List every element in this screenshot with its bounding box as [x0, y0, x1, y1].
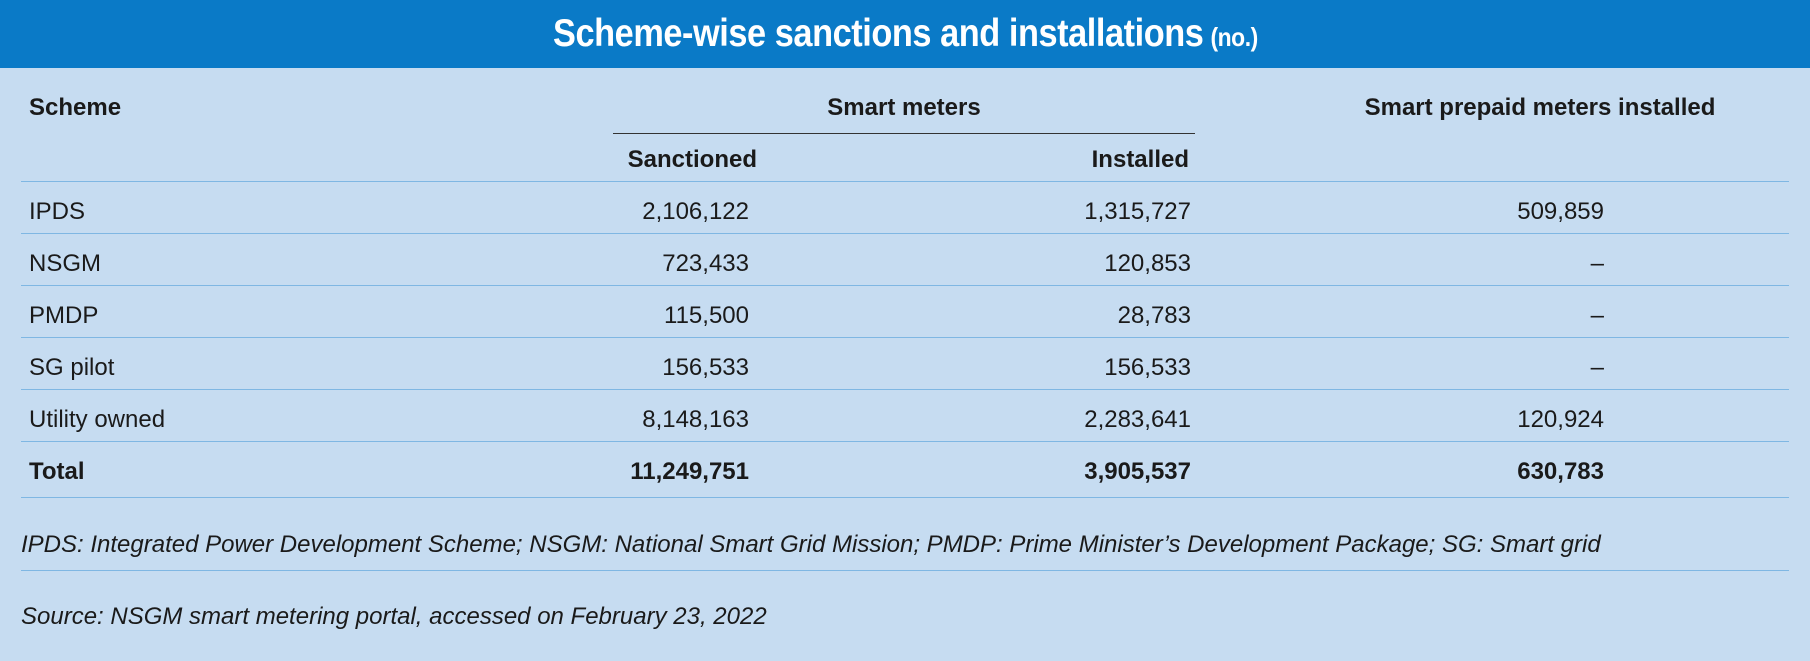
- header-rule: [21, 181, 1789, 182]
- row-rule: [21, 285, 1789, 286]
- row-prepaid: –: [1590, 250, 1604, 277]
- notes-rule: [21, 570, 1789, 571]
- title-unit: (no.): [1210, 22, 1258, 52]
- total-installed: 3,905,537: [1084, 458, 1191, 485]
- header-scheme: Scheme: [29, 94, 122, 121]
- header-subrule: [613, 133, 1195, 134]
- row-rule: [21, 441, 1789, 442]
- row-rule: [21, 389, 1789, 390]
- row-prepaid: –: [1590, 302, 1604, 329]
- row-sanctioned: 2,106,122: [642, 198, 749, 225]
- row-prepaid: –: [1590, 354, 1604, 381]
- row-prepaid: 120,924: [1517, 406, 1604, 433]
- row-sanctioned: 8,148,163: [642, 406, 749, 433]
- row-scheme: IPDS: [29, 198, 86, 225]
- row-prepaid: 509,859: [1517, 198, 1604, 225]
- header-smart-meters: Smart meters: [827, 94, 981, 121]
- abbreviations-note: IPDS: Integrated Power Development Schem…: [21, 531, 1601, 558]
- row-scheme: PMDP: [29, 302, 99, 329]
- header-sanctioned: Sanctioned: [627, 146, 757, 173]
- title-bar: Scheme-wise sanctions and installations(…: [0, 0, 1810, 68]
- row-installed: 28,783: [1117, 302, 1191, 329]
- total-sanctioned: 11,249,751: [630, 458, 749, 485]
- row-installed: 156,533: [1104, 354, 1191, 381]
- table-title: Scheme-wise sanctions and installations(…: [553, 12, 1258, 56]
- source-note: Source: NSGM smart metering portal, acce…: [21, 603, 767, 630]
- header-installed: Installed: [1091, 146, 1189, 173]
- row-sanctioned: 723,433: [662, 250, 749, 277]
- header-prepaid: Smart prepaid meters installed: [1364, 94, 1716, 121]
- row-installed: 120,853: [1104, 250, 1191, 277]
- row-rule: [21, 233, 1789, 234]
- title-text: Scheme-wise sanctions and installations: [552, 12, 1204, 55]
- total-label: Total: [29, 458, 85, 485]
- row-scheme: NSGM: [29, 250, 101, 277]
- row-installed: 1,315,727: [1084, 198, 1191, 225]
- row-sanctioned: 115,500: [664, 302, 749, 329]
- row-installed: 2,283,641: [1084, 406, 1191, 433]
- table-bottom-rule: [21, 497, 1789, 498]
- row-scheme: SG pilot: [29, 354, 115, 381]
- row-scheme: Utility owned: [29, 406, 166, 433]
- total-prepaid: 630,783: [1517, 458, 1604, 485]
- row-sanctioned: 156,533: [662, 354, 749, 381]
- row-rule: [21, 337, 1789, 338]
